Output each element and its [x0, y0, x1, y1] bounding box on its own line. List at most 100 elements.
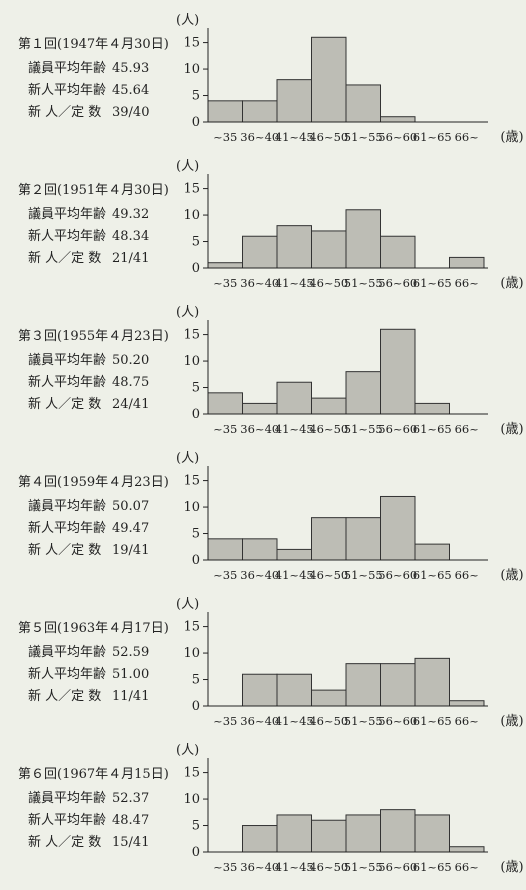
histogram-bar: [311, 397, 347, 415]
stat-label: 新 人／定 数: [28, 689, 102, 704]
y-tick-label: 0: [192, 115, 200, 130]
stat-row: 新 人／定 数 24/41: [28, 394, 149, 416]
histogram-chart: (人) 15 10 5 0 ~35 36~4041~4546~5051~5556~6061~…: [176, 305, 524, 437]
chart-panel: 第５回(1963年４月17日) 議員平均年齢 52.59 新人平均年齢 51.00 新 人…: [0, 594, 526, 742]
stat-row: 議員平均年齢 50.07: [28, 496, 149, 518]
y-tick-label: 5: [192, 819, 200, 834]
histogram-bar: [207, 100, 243, 123]
stat-row: 新 人／定 数 19/41: [28, 540, 149, 562]
y-tick-label: 15: [183, 36, 200, 51]
x-tick-label: 61~65: [413, 568, 452, 582]
y-tick-label: 0: [192, 261, 200, 276]
histogram-bar: [449, 700, 485, 707]
histogram-chart: (人) 15 10 5 0 ~35 36~4041~4546~5051~5556~6061~…: [176, 159, 524, 291]
histogram-bar: [311, 689, 347, 707]
x-tick-label: 36~40: [240, 422, 279, 436]
histogram-bar: [414, 402, 450, 415]
y-tick-label: 15: [183, 620, 200, 635]
x-tick-label: 56~60: [378, 276, 417, 290]
histogram-bar: [380, 495, 416, 561]
stat-row: 新人平均年齢 48.75: [28, 372, 149, 394]
histogram-bar: [276, 225, 312, 269]
x-tick-label: 46~50: [309, 422, 348, 436]
x-tick-label: 46~50: [309, 276, 348, 290]
y-tick-label: 15: [183, 328, 200, 343]
histogram-chart: (人) 15 10 5 0 ~35 36~4041~4546~5051~5556~6061~…: [176, 13, 524, 145]
histogram-bar: [311, 230, 347, 269]
x-tick-label: 51~55: [344, 568, 383, 582]
x-tick-label: ~35: [213, 714, 237, 728]
stat-value: 50.20: [112, 353, 150, 368]
stat-label: 新人平均年齢: [28, 813, 107, 828]
x-tick-label: ~35: [213, 860, 237, 874]
stat-label: 新人平均年齢: [28, 229, 107, 244]
x-tick-label: 36~40: [240, 276, 279, 290]
x-tick-label: 66~: [455, 422, 479, 436]
histogram-bar: [276, 814, 312, 853]
histogram-bar: [207, 392, 243, 415]
histogram-bar: [449, 846, 485, 853]
x-tick-label: 41~45: [275, 276, 314, 290]
histogram-chart: (人) 15 10 5 0 ~35 36~4041~4546~5051~5556~6061~…: [176, 597, 524, 729]
x-tick-label: 46~50: [309, 860, 348, 874]
x-tick-label: 41~45: [275, 860, 314, 874]
stat-label: 新 人／定 数: [28, 835, 102, 850]
election-title: 第２回(1951年４月30日): [18, 183, 169, 198]
y-tick-label: 5: [192, 381, 200, 396]
x-tick-label: ~35: [213, 422, 237, 436]
x-tick-label: 41~45: [275, 130, 314, 144]
y-tick-label: 15: [183, 474, 200, 489]
x-tick-label: 66~: [455, 714, 479, 728]
stat-value: 49.32: [112, 207, 150, 222]
stat-value: 48.75: [112, 375, 150, 390]
y-tick-label: 5: [192, 235, 200, 250]
stat-row: 新人平均年齢 45.64: [28, 80, 149, 102]
histogram-bar: [414, 814, 450, 853]
histogram-bar: [380, 328, 416, 415]
y-tick-label: 5: [192, 527, 200, 542]
stat-value: 48.47: [112, 813, 150, 828]
histogram-bar: [311, 36, 347, 123]
election-title: 第５回(1963年４月17日): [18, 621, 169, 636]
stat-row: 議員平均年齢 52.37: [28, 788, 149, 810]
stat-label: 新 人／定 数: [28, 105, 102, 120]
stat-label: 議員平均年齢: [28, 499, 107, 514]
x-axis-label: (歳): [500, 130, 523, 145]
stat-value: 39/40: [112, 105, 150, 120]
y-tick-label: 0: [192, 553, 200, 568]
histogram-bar: [242, 235, 278, 269]
x-tick-label: 46~50: [309, 714, 348, 728]
histogram-chart: (人) 15 10 5 0 ~35 36~4041~4546~5051~5556~6061~…: [176, 743, 524, 875]
x-axis-label: (歳): [500, 422, 523, 437]
stat-value: 49.47: [112, 521, 150, 536]
stat-label: 新人平均年齢: [28, 521, 107, 536]
x-tick-label: 51~55: [344, 276, 383, 290]
stat-value: 11/41: [112, 689, 150, 704]
histogram-bar: [242, 673, 278, 707]
histogram-bar: [380, 235, 416, 269]
histogram-bar: [345, 814, 381, 853]
histogram-chart: (人) 15 10 5 0 ~35 36~4041~4546~5051~5556~6061~…: [176, 451, 524, 583]
histogram-bar: [242, 402, 278, 415]
x-tick-label: 51~55: [344, 422, 383, 436]
y-tick-label: 0: [192, 845, 200, 860]
x-tick-label: ~35: [213, 568, 237, 582]
stat-label: 議員平均年齢: [28, 353, 107, 368]
x-tick-label: 51~55: [344, 860, 383, 874]
y-tick-label: 15: [183, 182, 200, 197]
stat-value: 51.00: [112, 667, 150, 682]
stat-label: 議員平均年齢: [28, 61, 107, 76]
histogram-bar: [345, 663, 381, 707]
y-tick-label: 10: [183, 62, 200, 77]
x-axis-label: (歳): [500, 276, 523, 291]
y-axis-label: (人): [176, 159, 199, 174]
stat-value: 24/41: [112, 397, 150, 412]
y-tick-label: 5: [192, 89, 200, 104]
histogram-bar: [449, 256, 485, 269]
stat-label: 議員平均年齢: [28, 791, 107, 806]
x-tick-label: 51~55: [344, 714, 383, 728]
stat-value: 52.59: [112, 645, 150, 660]
histogram-bar: [276, 381, 312, 415]
y-axis-label: (人): [176, 743, 199, 758]
x-tick-label: 61~65: [413, 276, 452, 290]
